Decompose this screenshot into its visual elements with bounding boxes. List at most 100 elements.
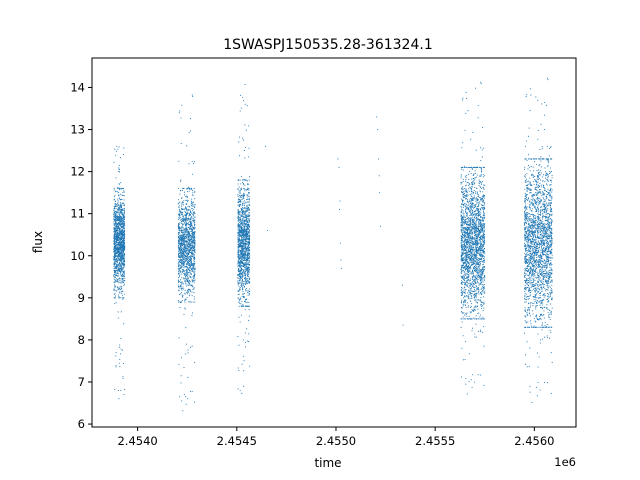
data-point — [248, 240, 251, 242]
data-point — [189, 206, 191, 208]
data-point — [242, 216, 244, 218]
data-point — [191, 269, 193, 271]
data-point — [248, 209, 250, 211]
data-point — [116, 232, 118, 234]
data-point — [186, 241, 188, 243]
data-point — [240, 241, 242, 243]
data-point — [117, 210, 119, 212]
data-point — [188, 249, 190, 251]
data-point — [479, 242, 481, 244]
data-point — [186, 293, 188, 295]
data-point — [119, 215, 121, 217]
data-point — [183, 278, 185, 280]
data-point — [190, 301, 192, 303]
data-point — [239, 281, 241, 283]
data-point — [237, 194, 239, 196]
data-point — [247, 271, 249, 273]
data-point — [180, 292, 182, 294]
data-point — [117, 257, 119, 259]
data-point — [185, 327, 187, 329]
data-point — [119, 217, 121, 219]
data-point — [120, 337, 122, 339]
data-point — [115, 280, 117, 282]
data-point — [121, 210, 124, 212]
data-point — [245, 278, 247, 280]
data-point — [243, 281, 245, 283]
data-point — [245, 273, 247, 275]
data-point — [180, 253, 182, 255]
data-point — [192, 285, 194, 287]
data-point — [241, 230, 243, 232]
data-point — [239, 389, 241, 391]
data-point — [240, 211, 242, 213]
data-point — [116, 261, 118, 263]
data-point — [186, 279, 188, 281]
data-point — [190, 225, 192, 227]
data-point — [123, 203, 125, 205]
data-point — [238, 248, 240, 250]
data-point — [117, 390, 119, 392]
data-point — [114, 267, 116, 269]
data-point — [120, 216, 122, 218]
data-point — [119, 366, 121, 368]
data-point — [243, 269, 245, 271]
data-point — [184, 289, 186, 291]
data-point — [194, 191, 196, 193]
data-point — [479, 267, 481, 269]
data-point — [464, 255, 466, 257]
data-point — [189, 243, 191, 245]
data-point — [121, 194, 123, 196]
data-point — [114, 216, 116, 218]
data-point — [178, 363, 180, 366]
data-point — [181, 240, 183, 242]
data-point — [178, 261, 180, 263]
data-point — [116, 266, 118, 268]
data-point — [240, 247, 242, 249]
data-point — [243, 259, 245, 261]
data-point — [177, 226, 179, 228]
data-point — [116, 217, 118, 219]
data-point — [114, 210, 117, 213]
data-point — [115, 215, 117, 217]
data-point — [188, 282, 190, 285]
data-point — [242, 247, 244, 249]
data-point — [179, 222, 181, 224]
data-point — [119, 269, 121, 272]
data-point — [123, 235, 125, 237]
data-point — [244, 222, 246, 225]
data-point — [242, 289, 244, 291]
data-point — [243, 285, 246, 287]
data-point — [471, 247, 473, 249]
data-point — [191, 284, 193, 286]
data-point — [184, 269, 186, 271]
data-point — [123, 393, 125, 396]
data-point — [118, 225, 120, 227]
data-point — [113, 284, 116, 286]
data-point — [187, 349, 189, 351]
data-point — [178, 254, 180, 256]
data-point — [192, 194, 194, 197]
data-point — [237, 254, 239, 256]
data-point — [118, 254, 120, 256]
data-point — [119, 222, 121, 225]
data-point — [181, 260, 183, 262]
data-point — [186, 278, 188, 280]
data-point — [460, 251, 462, 253]
data-point — [186, 273, 188, 275]
data-point — [179, 193, 181, 195]
data-point — [121, 246, 123, 248]
data-point — [180, 218, 182, 220]
data-point — [179, 230, 181, 232]
data-point — [477, 330, 479, 332]
data-point — [181, 269, 183, 271]
data-point — [114, 239, 116, 242]
data-point — [178, 224, 180, 226]
data-point — [178, 234, 181, 236]
data-point — [239, 244, 241, 246]
data-point — [194, 401, 196, 403]
data-point — [239, 298, 241, 301]
data-point — [117, 222, 119, 225]
data-point — [193, 237, 195, 239]
data-point — [187, 250, 189, 252]
data-point — [242, 203, 244, 205]
